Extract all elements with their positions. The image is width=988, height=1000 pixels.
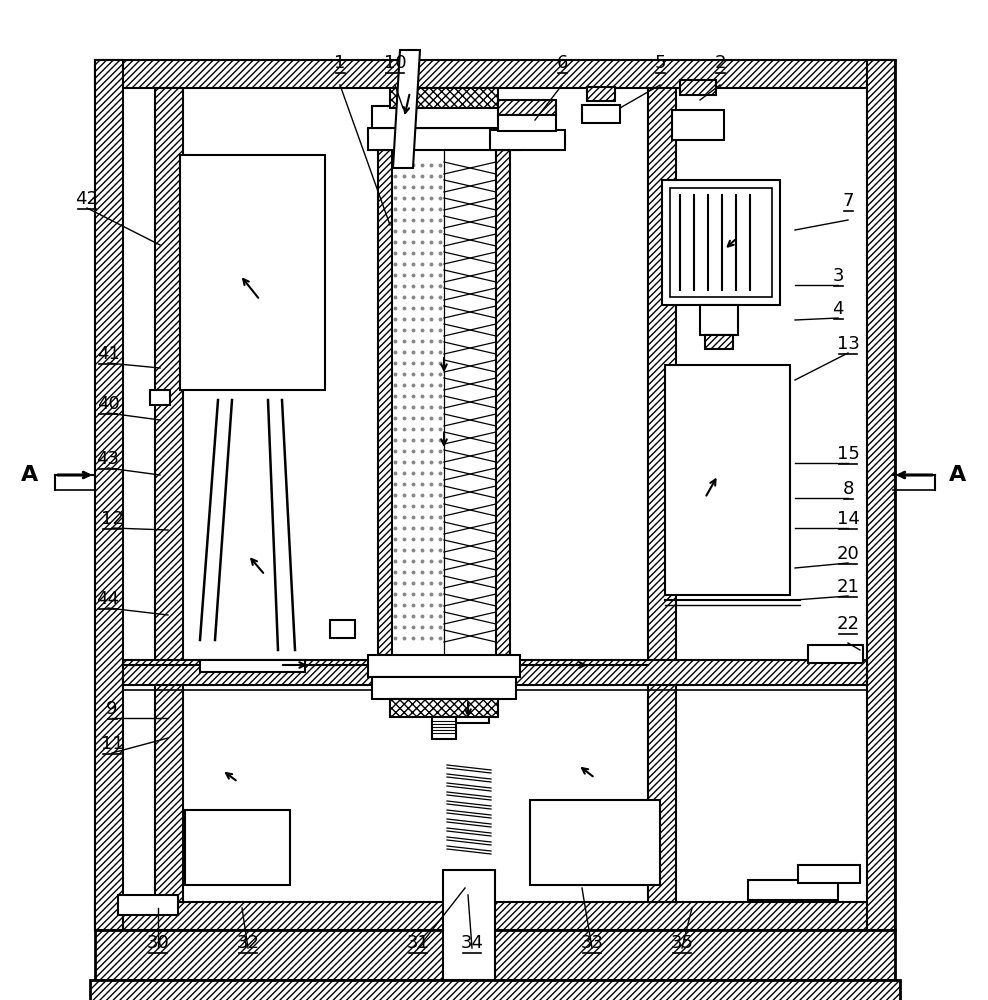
Text: 8: 8 xyxy=(843,480,854,498)
Text: 33: 33 xyxy=(581,934,604,952)
Bar xyxy=(123,660,867,685)
Bar xyxy=(432,717,456,739)
Bar xyxy=(490,130,565,150)
Bar xyxy=(670,188,772,297)
Polygon shape xyxy=(393,50,420,168)
Bar xyxy=(798,865,860,883)
Bar xyxy=(390,699,498,717)
Text: 10: 10 xyxy=(383,54,406,72)
Text: 35: 35 xyxy=(671,934,694,952)
Text: 20: 20 xyxy=(837,545,860,563)
Bar xyxy=(808,645,863,663)
Bar xyxy=(95,60,895,930)
Bar xyxy=(378,150,392,655)
Text: 43: 43 xyxy=(97,450,120,468)
Bar xyxy=(700,305,738,335)
Bar xyxy=(150,390,170,405)
Text: 6: 6 xyxy=(556,54,568,72)
Bar xyxy=(180,155,325,390)
Text: 13: 13 xyxy=(837,335,860,353)
Text: 1: 1 xyxy=(334,54,346,72)
Bar xyxy=(867,60,895,930)
Bar xyxy=(705,335,733,349)
Bar xyxy=(155,88,183,902)
Bar xyxy=(748,880,838,900)
Text: 5: 5 xyxy=(654,54,666,72)
Text: 9: 9 xyxy=(107,700,118,718)
Text: 7: 7 xyxy=(842,192,854,210)
Text: 42: 42 xyxy=(75,190,99,208)
Bar xyxy=(200,660,305,672)
Text: A: A xyxy=(22,465,39,485)
Bar xyxy=(95,930,895,980)
Text: 32: 32 xyxy=(236,934,260,952)
Bar xyxy=(530,800,660,885)
Bar xyxy=(185,810,290,885)
Text: 34: 34 xyxy=(460,934,483,952)
Bar xyxy=(587,87,615,101)
Text: 22: 22 xyxy=(837,615,860,633)
Bar xyxy=(496,150,510,655)
Bar xyxy=(372,106,516,128)
Bar xyxy=(498,115,556,131)
Text: 11: 11 xyxy=(101,735,124,753)
Bar xyxy=(95,60,895,88)
Text: 4: 4 xyxy=(832,300,844,318)
Bar xyxy=(582,105,620,123)
Bar xyxy=(95,902,895,930)
Bar xyxy=(672,110,724,140)
Bar xyxy=(447,695,489,723)
Text: 12: 12 xyxy=(101,510,124,528)
Bar xyxy=(665,365,790,595)
Bar xyxy=(118,895,178,915)
Bar xyxy=(648,88,676,902)
Bar xyxy=(330,620,355,638)
Text: 44: 44 xyxy=(97,590,120,608)
Bar xyxy=(662,180,780,305)
Text: 41: 41 xyxy=(97,345,120,363)
Text: 15: 15 xyxy=(837,445,860,463)
Bar xyxy=(390,88,498,108)
Text: 2: 2 xyxy=(714,54,726,72)
Bar xyxy=(95,60,123,930)
Text: 31: 31 xyxy=(407,934,430,952)
Bar xyxy=(680,80,716,95)
Text: 14: 14 xyxy=(837,510,860,528)
Bar xyxy=(90,980,900,1000)
Bar xyxy=(368,655,520,677)
Bar xyxy=(368,128,520,150)
Bar xyxy=(498,100,556,115)
Text: 40: 40 xyxy=(97,395,120,413)
Text: 30: 30 xyxy=(146,934,169,952)
Text: A: A xyxy=(949,465,966,485)
Bar xyxy=(372,677,516,699)
Bar xyxy=(443,870,495,980)
Text: 3: 3 xyxy=(832,267,844,285)
Text: 21: 21 xyxy=(837,578,860,596)
